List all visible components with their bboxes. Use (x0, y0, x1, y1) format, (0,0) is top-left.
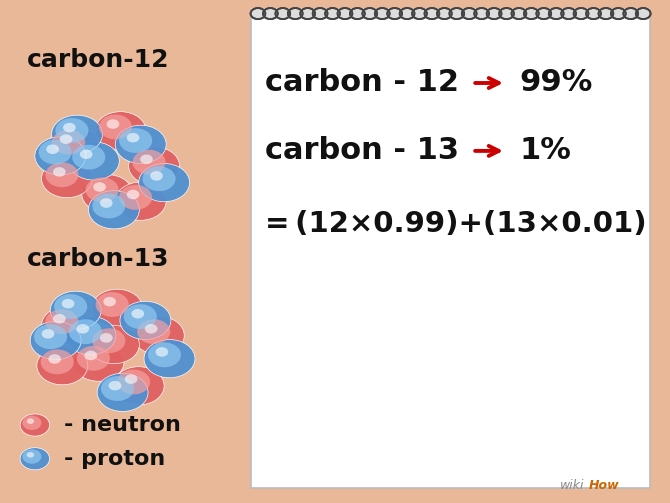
Circle shape (96, 292, 129, 317)
Text: carbon - 13: carbon - 13 (265, 136, 459, 165)
Circle shape (20, 414, 50, 436)
Circle shape (88, 325, 139, 364)
Circle shape (95, 112, 146, 150)
Circle shape (139, 163, 190, 202)
Circle shape (119, 128, 152, 153)
FancyBboxPatch shape (251, 8, 650, 19)
Circle shape (129, 147, 180, 185)
Circle shape (39, 140, 72, 164)
Circle shape (97, 373, 148, 411)
Text: 99%: 99% (519, 68, 593, 98)
Circle shape (22, 415, 42, 430)
Text: How: How (588, 479, 619, 492)
Circle shape (48, 354, 61, 364)
Circle shape (88, 191, 139, 229)
Circle shape (42, 329, 54, 339)
Circle shape (92, 328, 125, 353)
Circle shape (46, 309, 78, 334)
Circle shape (103, 297, 116, 306)
Circle shape (52, 130, 85, 154)
Circle shape (73, 343, 124, 381)
Circle shape (133, 316, 184, 355)
Circle shape (117, 370, 150, 394)
Text: carbon - 12: carbon - 12 (265, 68, 459, 98)
Circle shape (155, 347, 168, 357)
Circle shape (140, 154, 153, 164)
Circle shape (93, 182, 106, 192)
Text: - proton: - proton (64, 449, 165, 469)
Circle shape (99, 115, 132, 139)
Text: - neutron: - neutron (64, 415, 180, 435)
Circle shape (124, 304, 157, 329)
Circle shape (30, 321, 81, 360)
Circle shape (100, 333, 113, 343)
Circle shape (76, 324, 89, 333)
Circle shape (115, 125, 166, 163)
Circle shape (137, 319, 170, 344)
Circle shape (100, 198, 113, 208)
Circle shape (107, 119, 119, 129)
Circle shape (143, 166, 176, 191)
Circle shape (46, 144, 59, 154)
Circle shape (65, 316, 116, 355)
Circle shape (145, 324, 157, 333)
Circle shape (144, 340, 195, 378)
Circle shape (52, 115, 103, 153)
Circle shape (35, 137, 86, 175)
Circle shape (69, 319, 102, 344)
Circle shape (54, 294, 87, 319)
Text: carbon-13: carbon-13 (27, 247, 170, 271)
Circle shape (92, 194, 125, 218)
Circle shape (56, 118, 88, 143)
Circle shape (62, 299, 74, 308)
Text: carbon-12: carbon-12 (27, 48, 170, 72)
Circle shape (86, 178, 119, 202)
Circle shape (20, 448, 50, 470)
Circle shape (60, 134, 72, 144)
Circle shape (120, 301, 171, 340)
Circle shape (68, 142, 119, 180)
Circle shape (27, 418, 34, 424)
Circle shape (92, 289, 143, 327)
Circle shape (115, 182, 166, 220)
Circle shape (77, 346, 110, 371)
Circle shape (37, 347, 88, 385)
Circle shape (22, 449, 42, 464)
Circle shape (82, 175, 133, 213)
Circle shape (27, 452, 34, 458)
Circle shape (34, 324, 67, 349)
Circle shape (84, 351, 97, 360)
Circle shape (80, 149, 92, 159)
Text: 1%: 1% (519, 136, 571, 165)
Circle shape (127, 133, 139, 142)
Text: (12×0.99)+(13×0.01): (12×0.99)+(13×0.01) (285, 210, 647, 238)
Circle shape (133, 150, 165, 175)
Circle shape (42, 306, 92, 345)
FancyBboxPatch shape (251, 18, 650, 488)
Circle shape (53, 167, 66, 177)
Text: =: = (265, 210, 289, 238)
Circle shape (131, 309, 144, 318)
Circle shape (48, 127, 99, 165)
Text: wiki: wiki (559, 479, 584, 492)
Circle shape (72, 145, 105, 170)
Circle shape (50, 291, 101, 329)
Circle shape (125, 374, 137, 384)
Circle shape (42, 159, 92, 198)
Circle shape (41, 350, 74, 374)
Circle shape (53, 314, 66, 323)
Circle shape (101, 376, 134, 401)
Circle shape (119, 185, 152, 210)
Circle shape (113, 367, 164, 405)
Circle shape (127, 190, 139, 199)
Circle shape (150, 171, 163, 181)
Circle shape (63, 123, 76, 132)
Circle shape (148, 343, 181, 367)
Circle shape (109, 381, 121, 390)
Circle shape (46, 162, 78, 187)
